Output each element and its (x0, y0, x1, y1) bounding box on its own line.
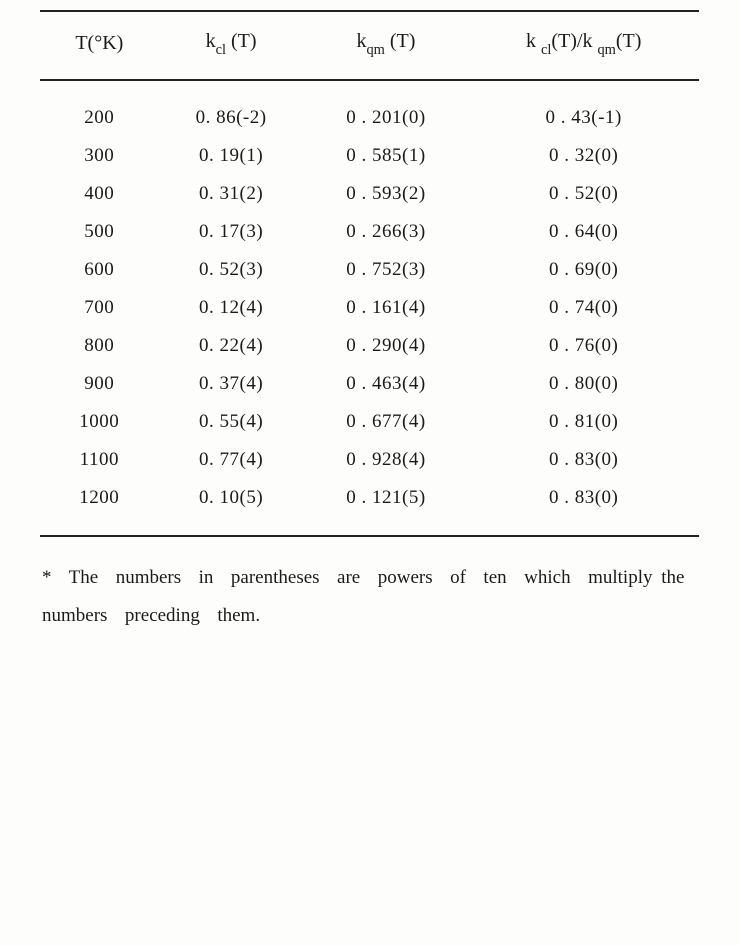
rate-constant-table: T(°K) kcl (T) kqm (T) k cl(T)/k qm(T) 20… (40, 10, 699, 537)
table-row: 1100 0. 77(4) 0 . 928(4) 0 . 83(0) (40, 441, 699, 479)
cell-kcl: 0. 22(4) (159, 327, 304, 365)
cell-kcl: 0. 19(1) (159, 137, 304, 175)
cell-ratio: 0 . 83(0) (468, 441, 699, 479)
table-row: 1000 0. 55(4) 0 . 677(4) 0 . 81(0) (40, 403, 699, 441)
table-header-row: T(°K) kcl (T) kqm (T) k cl(T)/k qm(T) (40, 11, 699, 80)
cell-kcl: 0. 52(3) (159, 251, 304, 289)
cell-ratio: 0 . 74(0) (468, 289, 699, 327)
table-row: 400 0. 31(2) 0 . 593(2) 0 . 52(0) (40, 175, 699, 213)
cell-ratio: 0 . 69(0) (468, 251, 699, 289)
cell-temperature: 1200 (40, 479, 159, 536)
cell-kqm: 0 . 121(5) (304, 479, 469, 536)
cell-kqm: 0 . 266(3) (304, 213, 469, 251)
cell-temperature: 600 (40, 251, 159, 289)
cell-ratio: 0 . 80(0) (468, 365, 699, 403)
cell-temperature: 800 (40, 327, 159, 365)
table-row: 900 0. 37(4) 0 . 463(4) 0 . 80(0) (40, 365, 699, 403)
table-row: 800 0. 22(4) 0 . 290(4) 0 . 76(0) (40, 327, 699, 365)
cell-kcl: 0. 55(4) (159, 403, 304, 441)
table-row: 1200 0. 10(5) 0 . 121(5) 0 . 83(0) (40, 479, 699, 536)
page: T(°K) kcl (T) kqm (T) k cl(T)/k qm(T) 20… (0, 0, 739, 945)
col-header-kcl: kcl (T) (159, 11, 304, 80)
cell-kcl: 0. 17(3) (159, 213, 304, 251)
table-row: 200 0. 86(-2) 0 . 201(0) 0 . 43(-1) (40, 80, 699, 137)
cell-ratio: 0 . 81(0) (468, 403, 699, 441)
cell-kqm: 0 . 593(2) (304, 175, 469, 213)
table-row: 300 0. 19(1) 0 . 585(1) 0 . 32(0) (40, 137, 699, 175)
cell-temperature: 400 (40, 175, 159, 213)
col-header-temperature: T(°K) (40, 11, 159, 80)
cell-kcl: 0. 86(-2) (159, 80, 304, 137)
cell-kqm: 0 . 463(4) (304, 365, 469, 403)
col-header-kqm: kqm (T) (304, 11, 469, 80)
cell-ratio: 0 . 83(0) (468, 479, 699, 536)
col-header-ratio: k cl(T)/k qm(T) (468, 11, 699, 80)
cell-kqm: 0 . 585(1) (304, 137, 469, 175)
cell-temperature: 700 (40, 289, 159, 327)
cell-kcl: 0. 77(4) (159, 441, 304, 479)
cell-kcl: 0. 31(2) (159, 175, 304, 213)
cell-kcl: 0. 37(4) (159, 365, 304, 403)
cell-kqm: 0 . 752(3) (304, 251, 469, 289)
cell-ratio: 0 . 43(-1) (468, 80, 699, 137)
cell-kqm: 0 . 201(0) (304, 80, 469, 137)
table-body: 200 0. 86(-2) 0 . 201(0) 0 . 43(-1) 300 … (40, 80, 699, 536)
cell-kqm: 0 . 290(4) (304, 327, 469, 365)
cell-kqm: 0 . 161(4) (304, 289, 469, 327)
cell-kcl: 0. 12(4) (159, 289, 304, 327)
table-row: 700 0. 12(4) 0 . 161(4) 0 . 74(0) (40, 289, 699, 327)
cell-ratio: 0 . 32(0) (468, 137, 699, 175)
cell-temperature: 200 (40, 80, 159, 137)
cell-kqm: 0 . 928(4) (304, 441, 469, 479)
cell-temperature: 300 (40, 137, 159, 175)
footnote: * The numbers in parentheses are powers … (40, 559, 699, 635)
cell-kqm: 0 . 677(4) (304, 403, 469, 441)
table-row: 600 0. 52(3) 0 . 752(3) 0 . 69(0) (40, 251, 699, 289)
cell-ratio: 0 . 76(0) (468, 327, 699, 365)
cell-temperature: 500 (40, 213, 159, 251)
cell-temperature: 900 (40, 365, 159, 403)
cell-ratio: 0 . 52(0) (468, 175, 699, 213)
cell-temperature: 1100 (40, 441, 159, 479)
cell-kcl: 0. 10(5) (159, 479, 304, 536)
cell-ratio: 0 . 64(0) (468, 213, 699, 251)
cell-temperature: 1000 (40, 403, 159, 441)
table-row: 500 0. 17(3) 0 . 266(3) 0 . 64(0) (40, 213, 699, 251)
